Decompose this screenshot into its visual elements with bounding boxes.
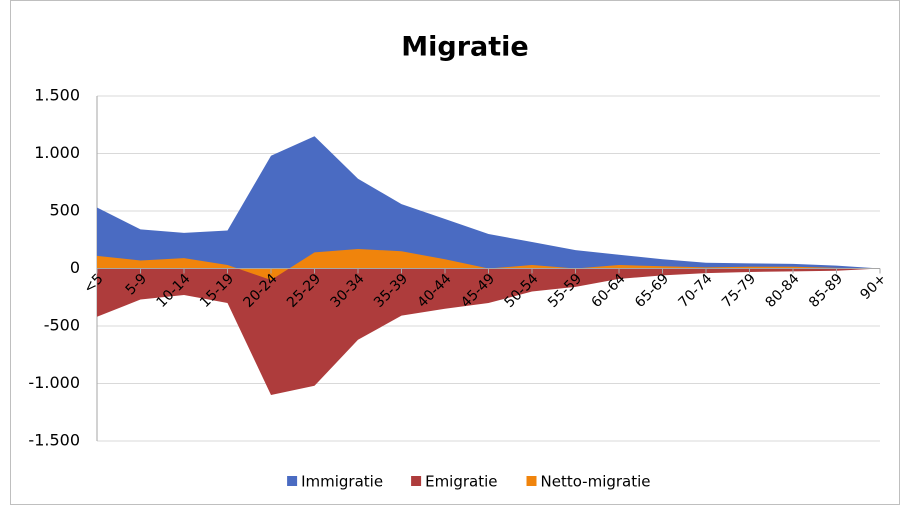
y-tick-label: 1.000 bbox=[34, 143, 80, 162]
legend-swatch bbox=[287, 476, 298, 486]
y-tick-label: 500 bbox=[49, 201, 80, 220]
legend-label: Netto-migratie bbox=[541, 473, 651, 491]
y-tick-label: 0 bbox=[70, 258, 80, 277]
area bbox=[97, 136, 880, 269]
y-tick-label: 1.500 bbox=[34, 86, 80, 105]
y-tick-label: -1.000 bbox=[28, 373, 80, 392]
legend-label: Emigratie bbox=[425, 473, 497, 491]
legend-label: Immigratie bbox=[301, 473, 383, 491]
area bbox=[97, 268, 880, 395]
legend-swatch bbox=[411, 476, 422, 486]
y-tick-label: -1.500 bbox=[28, 431, 80, 450]
y-tick-label: -500 bbox=[44, 316, 80, 335]
chart-title: Migratie bbox=[401, 32, 528, 63]
legend-swatch bbox=[526, 476, 537, 486]
